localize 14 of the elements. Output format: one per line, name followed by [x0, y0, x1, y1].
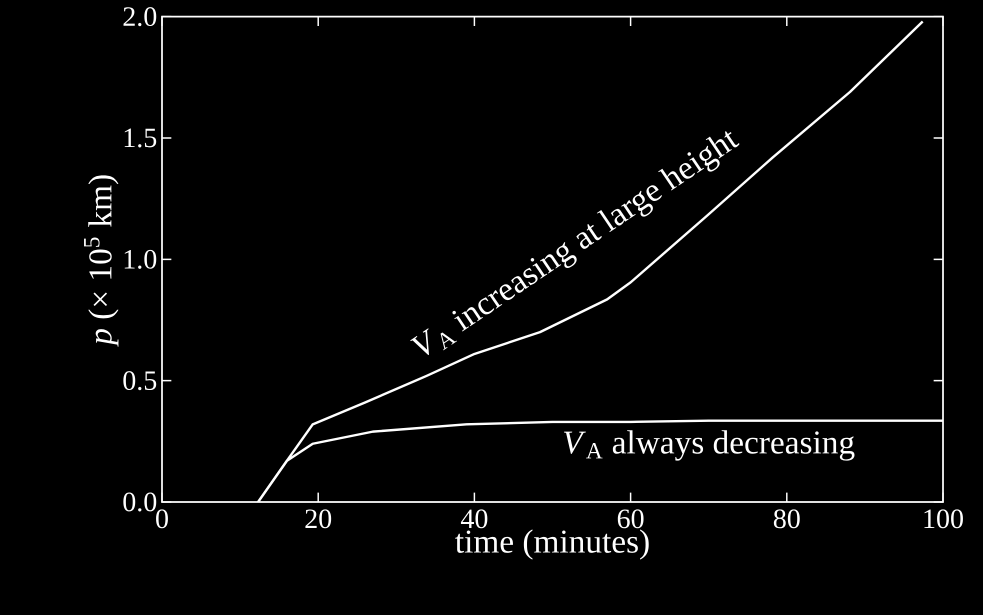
y-tick-label: 0.5	[123, 371, 156, 390]
x-tick-label: 100	[924, 509, 963, 528]
series-label: V$_{A}$ always decreasing	[564, 430, 854, 461]
y-tick-label: 1.0	[124, 250, 156, 269]
y-axis-title: p (× 10$^{5}$ km)	[84, 175, 118, 347]
x-tick-label: 20	[305, 509, 332, 528]
y-tick-label: 1.5	[124, 128, 156, 148]
x-tick-label: 0	[156, 509, 168, 528]
x-axis-title: time (minutes)	[455, 529, 649, 560]
y-tick-label: 2.0	[124, 7, 156, 26]
x-tick-label: 80	[774, 509, 800, 528]
x-tick-label: 40	[460, 509, 488, 528]
x-tick-label: 60	[618, 509, 644, 528]
y-tick-label: 0.0	[123, 492, 156, 512]
